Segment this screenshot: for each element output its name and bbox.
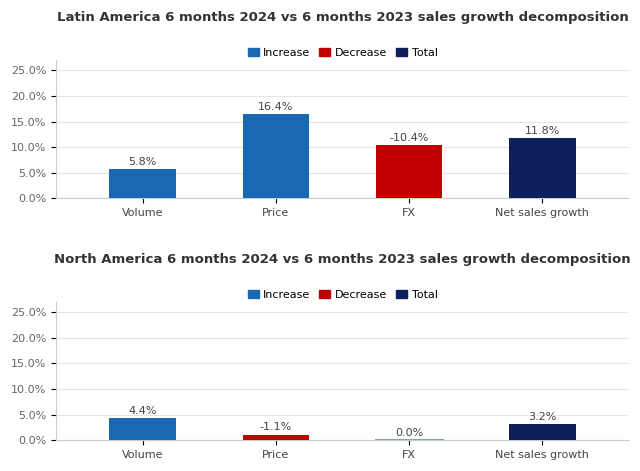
Bar <box>509 138 575 198</box>
Bar <box>109 418 176 440</box>
Text: 11.8%: 11.8% <box>525 126 560 136</box>
Title: North America 6 months 2024 vs 6 months 2023 sales growth decomposition: North America 6 months 2024 vs 6 months … <box>54 253 631 266</box>
Text: 5.8%: 5.8% <box>129 157 157 167</box>
Bar <box>509 424 575 440</box>
Text: 3.2%: 3.2% <box>528 412 557 422</box>
Text: 16.4%: 16.4% <box>259 102 294 112</box>
Legend: Increase, Decrease, Total: Increase, Decrease, Total <box>243 43 442 63</box>
Bar <box>243 114 309 198</box>
Text: 0.0%: 0.0% <box>395 428 423 438</box>
Text: -10.4%: -10.4% <box>390 133 429 143</box>
Text: -1.1%: -1.1% <box>260 422 292 432</box>
Bar <box>109 169 176 198</box>
Text: 4.4%: 4.4% <box>129 406 157 415</box>
Legend: Increase, Decrease, Total: Increase, Decrease, Total <box>243 285 442 304</box>
Bar <box>243 435 309 440</box>
Title: Latin America 6 months 2024 vs 6 months 2023 sales growth decomposition: Latin America 6 months 2024 vs 6 months … <box>57 11 628 24</box>
Bar <box>376 145 442 198</box>
